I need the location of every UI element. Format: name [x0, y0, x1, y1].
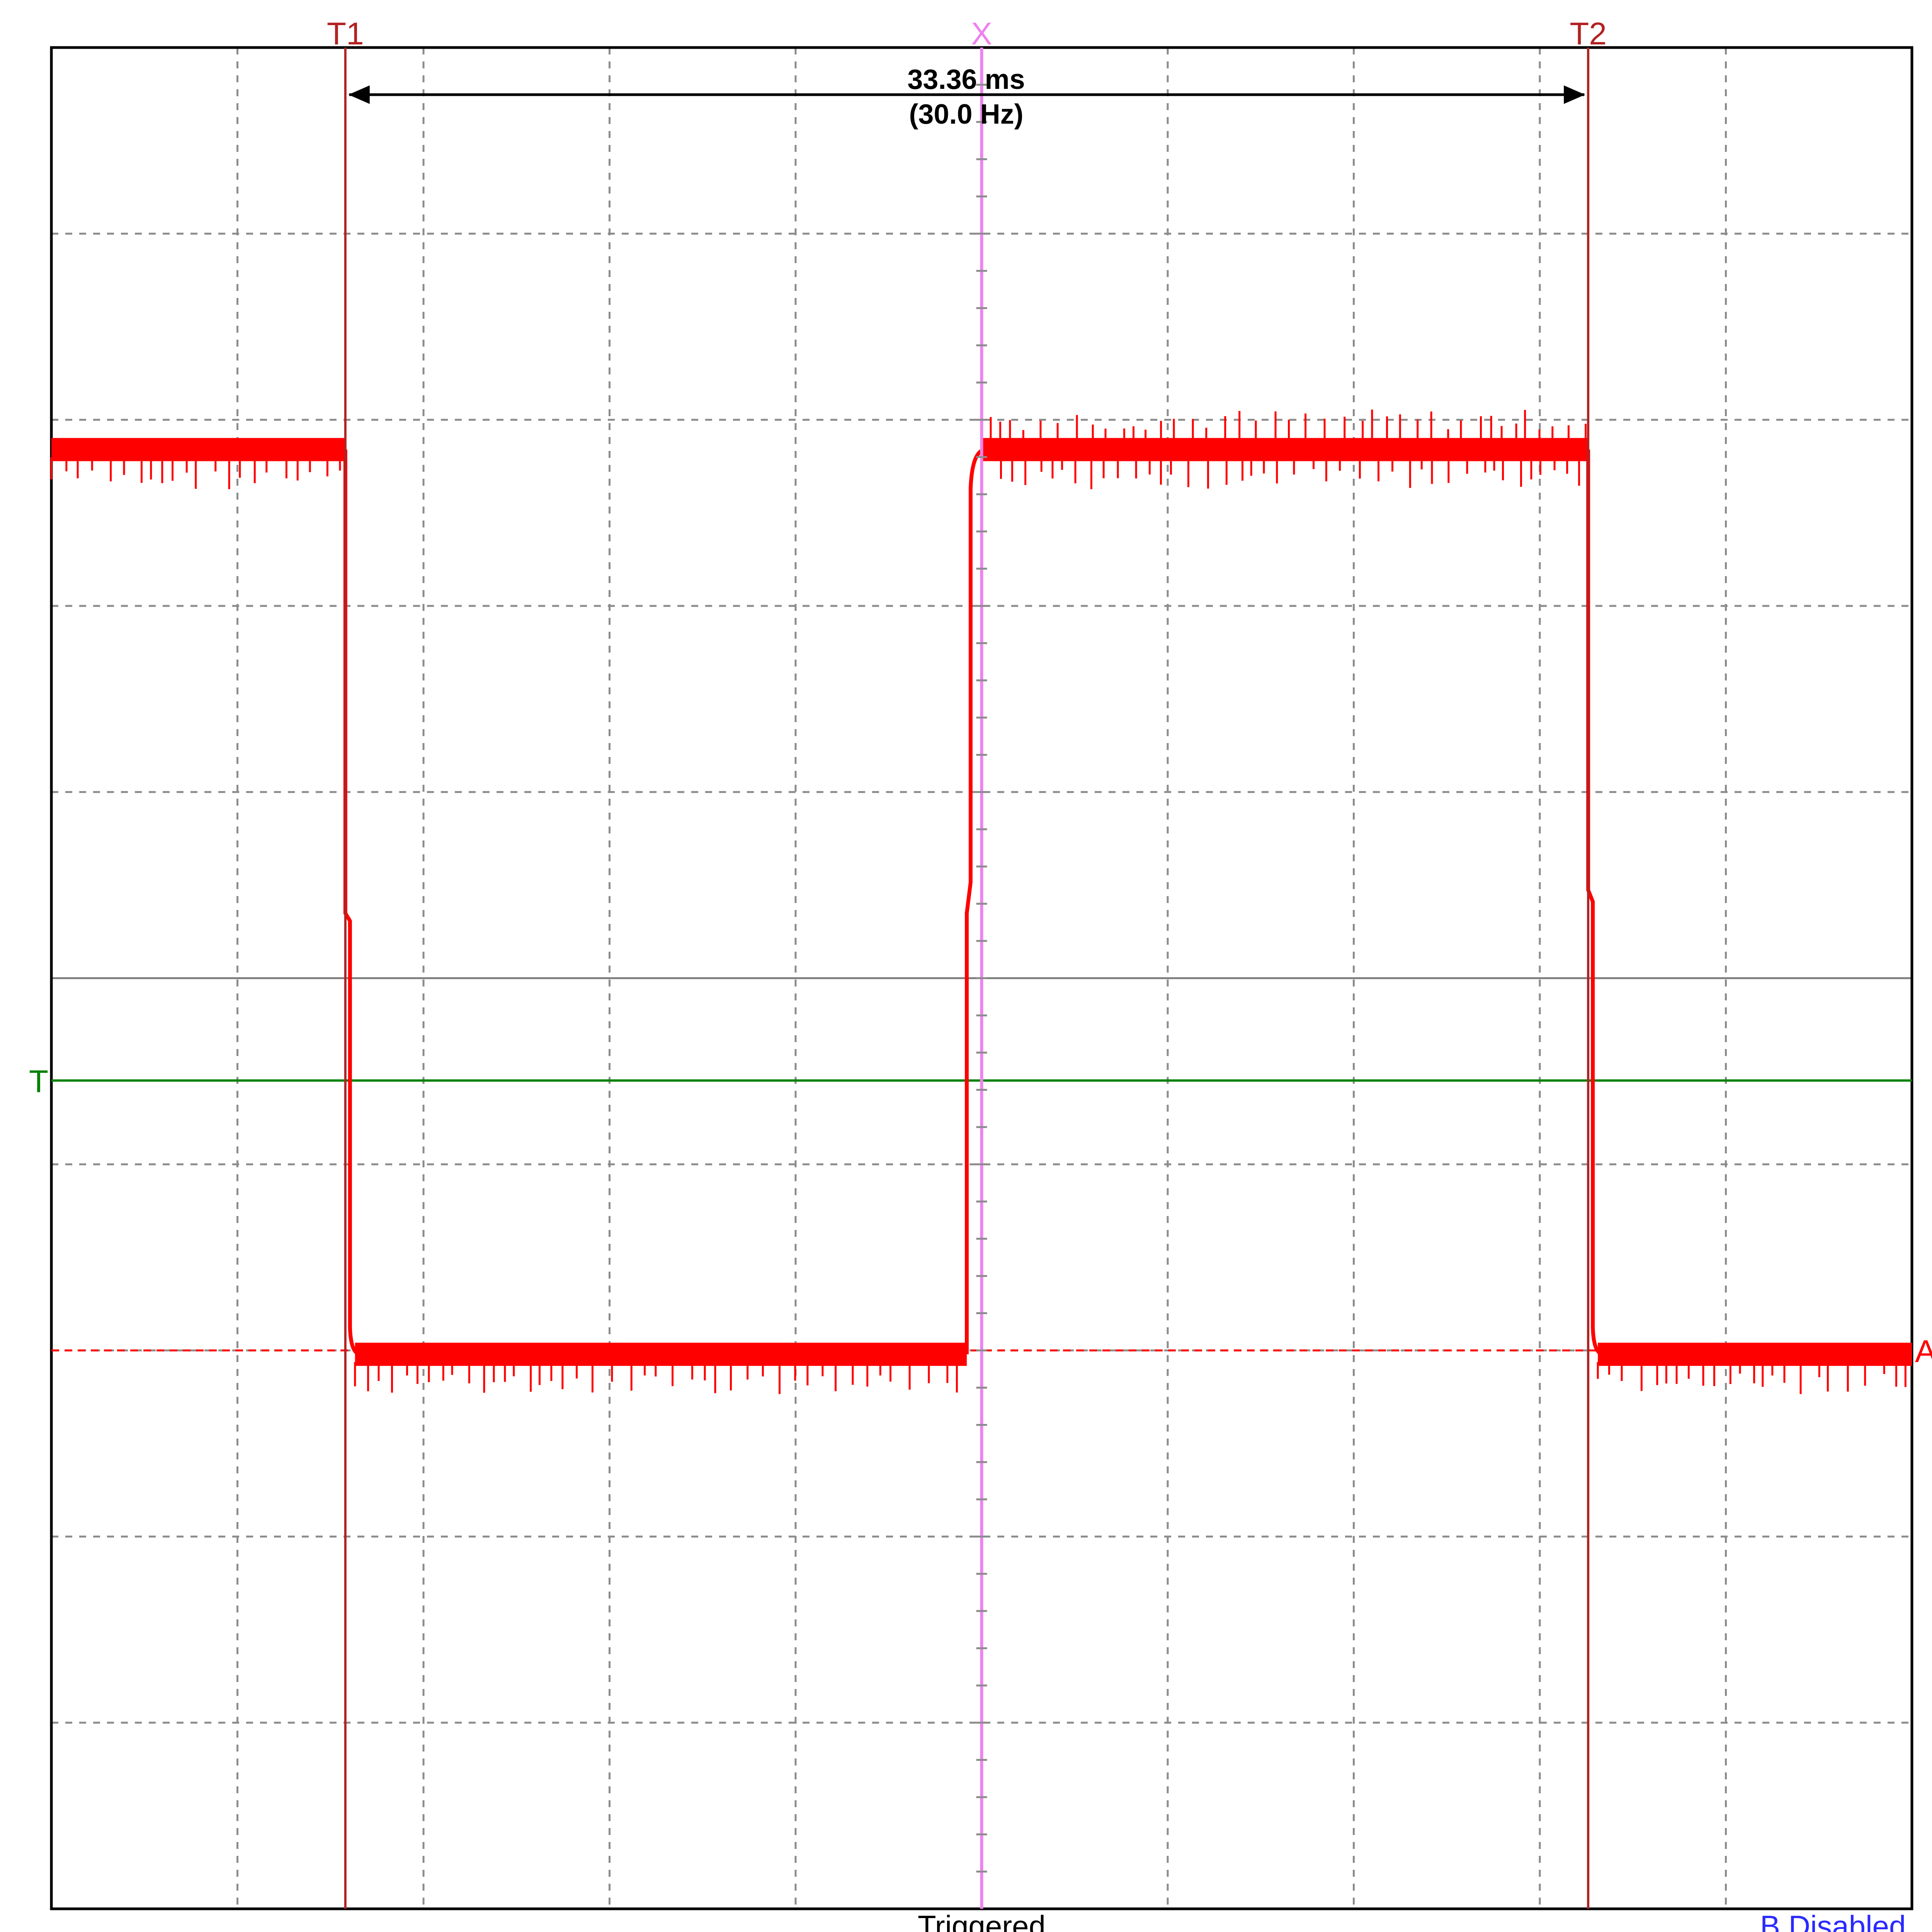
trace-high-segment [982, 438, 1588, 461]
channel-b-status-text: B Disabled [1760, 1909, 1906, 1932]
arrow-right-head [1564, 85, 1585, 104]
frequency-measurement-text: (30.0 Hz) [909, 99, 1023, 130]
trace-low-segment [355, 1342, 967, 1366]
trace-high-segment [51, 438, 345, 461]
cursor-labels: T1 T2 X T A 33.36 ms (30.0 Hz) [29, 16, 1932, 1369]
trace-falling-edge [1586, 449, 1604, 1356]
cursor-group[interactable] [344, 48, 1590, 1909]
channel-a-trace-group [50, 409, 1912, 1394]
trigger-level-label[interactable]: T [29, 1064, 48, 1099]
trace-falling-edge [343, 449, 361, 1356]
channel-a-reference-label[interactable]: A [1915, 1334, 1932, 1369]
t1-cursor-label[interactable]: T1 [327, 16, 364, 51]
period-measurement-text: 33.36 ms [907, 64, 1025, 95]
x-marker-label[interactable]: X [971, 16, 992, 51]
trigger-status-text: Triggered [918, 1909, 1046, 1932]
t2-cursor-label[interactable]: T2 [1570, 16, 1607, 51]
arrow-left-head [348, 85, 370, 104]
